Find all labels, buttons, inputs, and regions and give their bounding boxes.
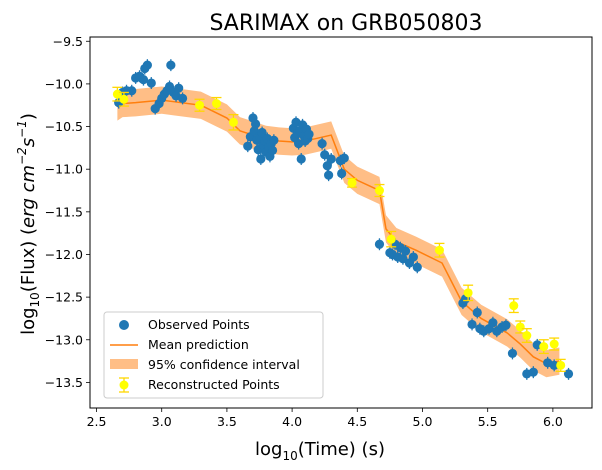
observed-point: [501, 319, 511, 332]
reconstructed-point: [374, 183, 385, 198]
reconstructed-point: [194, 98, 205, 112]
x-tick-label: 5.5: [478, 414, 498, 429]
x-tick-label: 3.5: [217, 414, 237, 429]
observed-point: [488, 316, 498, 329]
legend-reconstructed-marker: [119, 377, 129, 393]
reconstructed-point: [118, 91, 129, 107]
confidence-band: [117, 86, 560, 378]
observed-point: [326, 152, 336, 165]
reconstructed-point: [555, 358, 566, 372]
observed-point: [412, 261, 422, 274]
legend: Observed Points Mean prediction 95% conf…: [103, 311, 324, 399]
y-axis-ticks: −9.5 −10.0 −10.5 −11.0 −11.5 −12.0 −12.5 −13.0 −…: [45, 34, 90, 390]
observed-point: [467, 318, 477, 331]
x-tick-label: 5.0: [413, 414, 433, 429]
chart-title: SARIMAX on GRB050803: [209, 11, 482, 36]
legend-reconstructed-label: Reconstructed Points: [148, 377, 280, 392]
reconstructed-point: [228, 113, 239, 131]
reconstructed-point: [386, 230, 397, 248]
observed-point: [177, 92, 188, 105]
observed-point: [296, 152, 306, 165]
reconstructed-points-layer: [112, 86, 566, 372]
observed-point: [400, 245, 411, 258]
observed-point: [317, 137, 327, 150]
observed-point: [146, 77, 156, 90]
band-layer: [117, 86, 560, 378]
observed-point: [127, 84, 137, 97]
reconstructed-point: [211, 96, 222, 111]
observed-points-layer: [114, 59, 574, 380]
observed-point: [337, 167, 347, 180]
reconstructed-point: [347, 177, 358, 188]
reconstructed-point: [508, 298, 519, 314]
legend-mean-label: Mean prediction: [148, 337, 249, 352]
y-tick-label: −13.0: [45, 332, 83, 347]
reconstructed-point: [549, 337, 560, 351]
observed-point: [507, 347, 518, 360]
observed-point: [339, 152, 349, 165]
y-axis-title: log10(Flux) (erg cm−2s−1): [15, 113, 42, 335]
observed-point: [138, 73, 149, 86]
observed-point: [322, 159, 332, 172]
y-tick-label: −10.5: [45, 119, 83, 134]
observed-point: [174, 82, 184, 95]
reconstructed-point: [463, 284, 474, 302]
plot-frame: [89, 36, 593, 409]
x-tick-label: 4.0: [282, 414, 302, 429]
y-tick-label: −12.0: [45, 247, 83, 262]
x-tick-label: 4.5: [347, 414, 367, 429]
observed-point: [563, 367, 574, 380]
reconstructed-point: [434, 242, 445, 258]
observed-point: [256, 152, 266, 165]
y-tick-label: −12.5: [45, 290, 83, 305]
legend-observed-label: Observed Points: [148, 317, 250, 332]
observed-point: [243, 140, 253, 153]
legend-box: [103, 311, 324, 399]
observed-point: [304, 128, 314, 141]
observed-point: [142, 59, 152, 72]
observed-point: [257, 126, 267, 139]
y-tick-label: −9.5: [53, 34, 83, 49]
y-tick-label: −11.0: [45, 162, 83, 177]
x-tick-label: 2.5: [87, 414, 107, 429]
observed-point: [549, 359, 559, 372]
observed-point: [408, 251, 418, 264]
x-tick-label: 6.0: [543, 414, 563, 429]
legend-band-marker: [110, 359, 138, 369]
observed-point: [267, 144, 278, 157]
y-tick-label: −10.0: [45, 76, 83, 91]
y-tick-label: −13.5: [45, 375, 83, 390]
observed-point: [269, 134, 279, 147]
x-tick-label: 3.0: [152, 414, 172, 429]
observed-point: [250, 118, 261, 130]
observed-point: [320, 148, 330, 161]
observed-point: [528, 366, 538, 379]
reconstructed-point: [538, 339, 549, 355]
x-axis-title: log10(Time) (s): [255, 439, 385, 463]
observed-point: [374, 238, 385, 251]
observed-point: [324, 169, 334, 182]
x-axis-ticks: 2.5 3.0 3.5 4.0 4.5 5.0 5.5 6.0: [87, 408, 563, 429]
y-tick-label: −11.5: [45, 204, 83, 219]
observed-point: [166, 59, 176, 72]
observed-point: [472, 306, 482, 319]
reconstructed-point: [521, 328, 532, 343]
legend-band-label: 95% confidence interval: [148, 357, 300, 372]
legend-observed-marker: [119, 320, 129, 330]
